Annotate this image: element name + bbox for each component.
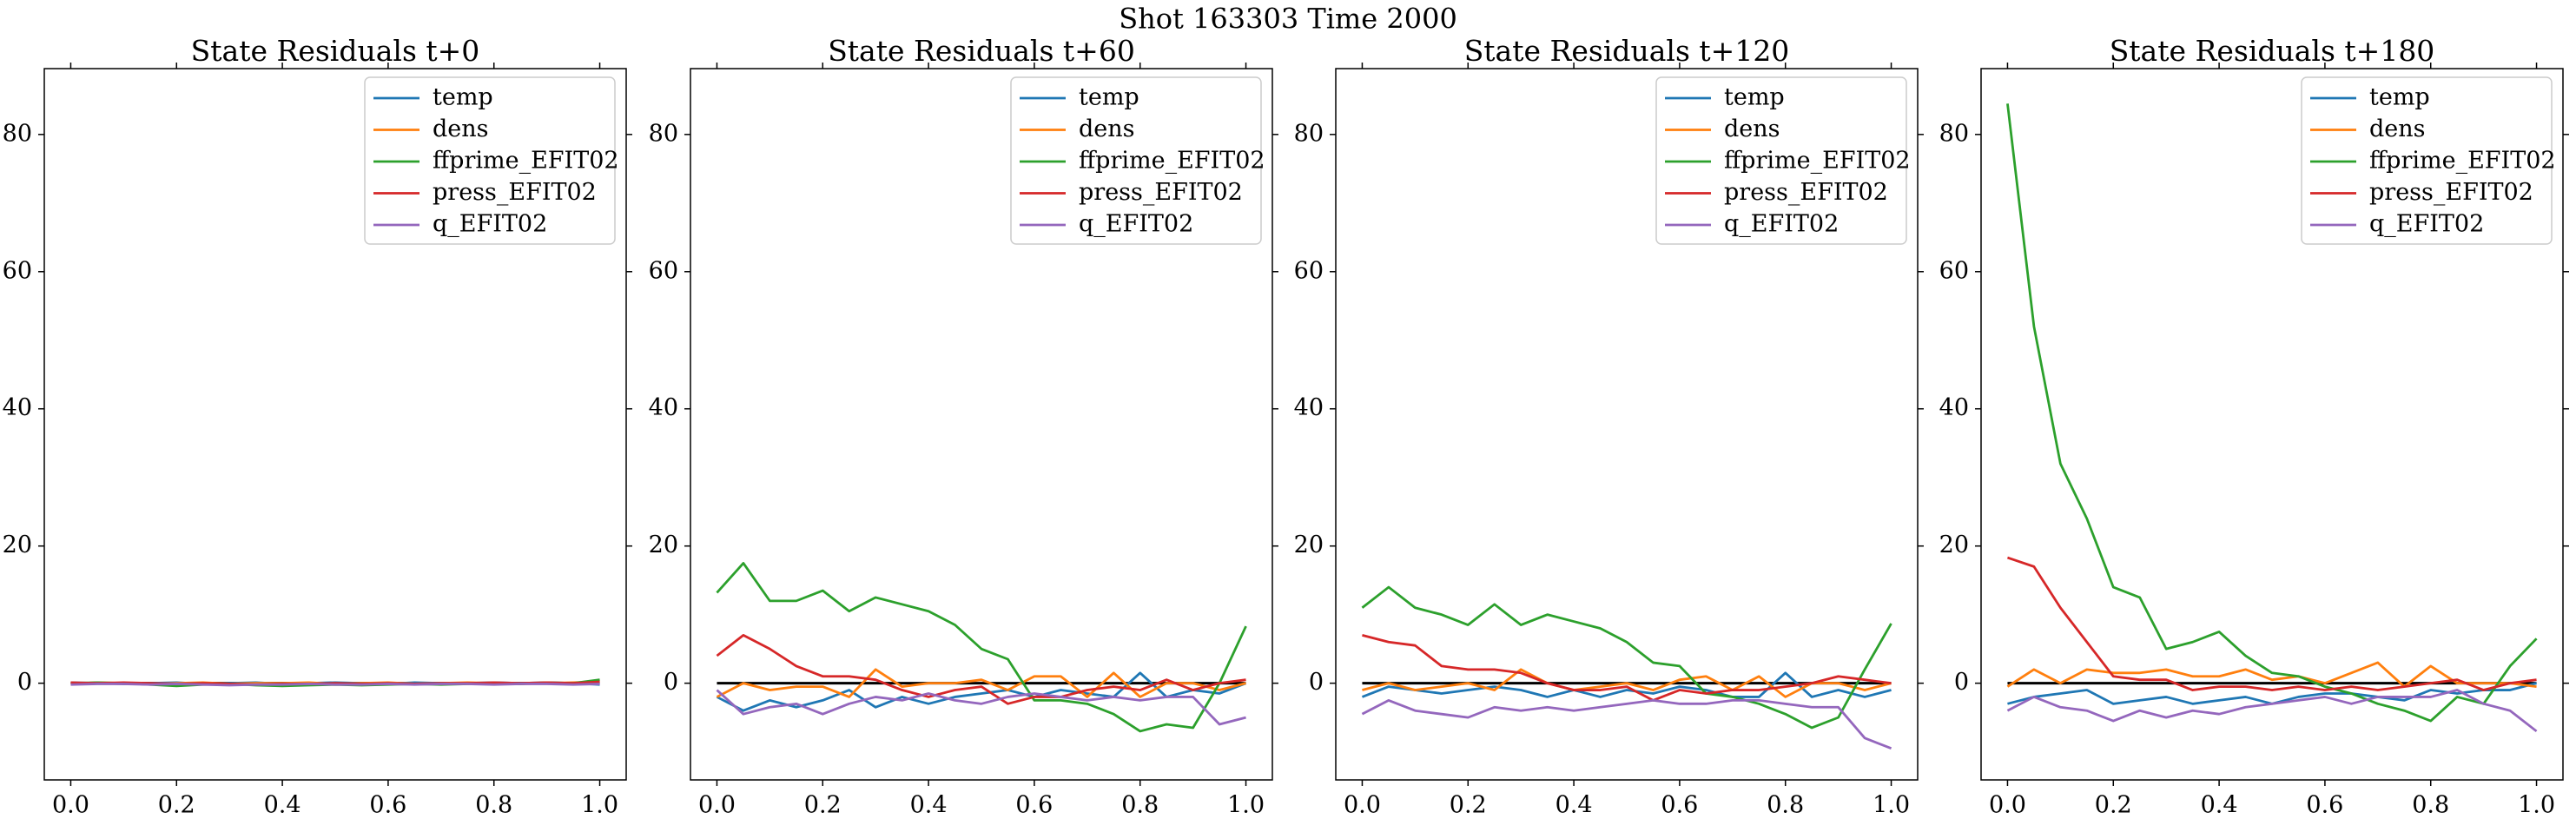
legend-label: temp [2369, 84, 2430, 111]
series-line [716, 689, 1246, 726]
subplot-title: State Residuals t+60 [828, 34, 1135, 68]
series-line [70, 683, 600, 687]
y-tick-label: 80 [1939, 120, 1969, 147]
x-tick-label: 0.2 [158, 792, 195, 819]
legend-label: ffprime_EFIT02 [2369, 148, 2556, 175]
y-tick-label: 0 [1309, 669, 1324, 696]
legend-box [1010, 76, 1262, 245]
legend-box [1655, 76, 1907, 245]
x-tick-label: 0.2 [1450, 792, 1487, 819]
series-line [2006, 661, 2537, 688]
subplot-title: State Residuals t+120 [1464, 34, 1790, 68]
series-line [716, 668, 1246, 698]
legend-label: ffprime_EFIT02 [433, 148, 619, 175]
series-line [2007, 682, 2537, 705]
x-tick-label: 0.4 [264, 792, 301, 819]
y-tick-label: 0 [17, 669, 32, 696]
x-tick-label: 1.0 [1873, 792, 1910, 819]
legend: temp dens ffprime_EFIT02 press_EFIT02 q_EFIT… [364, 76, 619, 245]
subplot-title: State Residuals t+180 [2110, 34, 2435, 68]
axes-frame [1335, 68, 1919, 781]
y-tick-label: 20 [3, 532, 32, 558]
axes-frame [1980, 68, 2564, 781]
y-tick-label: 40 [1939, 394, 1969, 421]
legend-label: press_EFIT02 [1079, 179, 1243, 206]
legend-label: temp [1724, 84, 1785, 111]
legend-label: q_EFIT02 [2369, 211, 2484, 238]
series-line [716, 633, 1246, 705]
y-tick-label: 80 [3, 120, 32, 147]
x-tick-label: 1.0 [1227, 792, 1265, 819]
axes-frame [690, 68, 1273, 781]
subplot-title: State Residuals t+0 [191, 34, 480, 68]
series-line [716, 562, 1247, 733]
y-tick-label: 60 [3, 257, 32, 284]
legend-label: dens [1724, 116, 1780, 142]
x-tick-label: 0.6 [1661, 792, 1698, 819]
x-tick-label: 0.8 [475, 792, 512, 819]
legend-box [2301, 76, 2553, 245]
x-tick-label: 0.8 [1767, 792, 1804, 819]
legend-label: ffprime_EFIT02 [1079, 148, 1265, 175]
x-tick-label: 1.0 [2518, 792, 2555, 819]
x-tick-label: 0.8 [2412, 792, 2449, 819]
legend-label: dens [433, 116, 489, 142]
legend-label: press_EFIT02 [1724, 179, 1888, 206]
legend-box [364, 76, 616, 245]
series-line [1361, 698, 1892, 750]
x-tick-label: 0.0 [1344, 792, 1381, 819]
y-tick-label: 0 [664, 669, 678, 696]
y-tick-label: 80 [1294, 120, 1324, 147]
series-line [2006, 103, 2538, 723]
y-tick-label: 60 [1294, 257, 1324, 284]
legend-label: press_EFIT02 [433, 179, 597, 206]
legend-label: q_EFIT02 [1079, 211, 1193, 238]
y-tick-label: 40 [649, 394, 678, 421]
y-tick-label: 0 [1954, 669, 1969, 696]
legend-label: q_EFIT02 [433, 211, 547, 238]
legend-label: temp [1079, 84, 1139, 111]
y-tick-label: 40 [3, 394, 32, 421]
legend-label: dens [1079, 116, 1135, 142]
series-line [2006, 689, 2538, 733]
legend: temp dens ffprime_EFIT02 press_EFIT02 q_EFIT… [2301, 76, 2556, 245]
legend: temp dens ffprime_EFIT02 press_EFIT02 q_EFIT… [1655, 76, 1911, 245]
figure-title: Shot 163303 Time 2000 [1119, 3, 1457, 36]
x-tick-label: 0.4 [910, 792, 948, 819]
legend-label: ffprime_EFIT02 [1724, 148, 1911, 175]
x-tick-label: 0.0 [52, 792, 89, 819]
y-tick-label: 60 [1939, 257, 1969, 284]
series-line [1362, 668, 1892, 698]
series-line [2007, 556, 2537, 691]
axes-frame [43, 68, 627, 781]
y-tick-label: 40 [1294, 394, 1324, 421]
y-tick-label: 80 [649, 120, 678, 147]
legend: temp dens ffprime_EFIT02 press_EFIT02 q_EFIT… [1010, 76, 1265, 245]
x-tick-label: 0.0 [698, 792, 736, 819]
x-tick-label: 0.6 [369, 792, 406, 819]
y-tick-label: 60 [649, 257, 678, 284]
x-tick-label: 0.0 [1989, 792, 2026, 819]
legend-label: dens [2369, 116, 2426, 142]
x-tick-label: 0.2 [804, 792, 842, 819]
x-tick-label: 0.6 [2306, 792, 2343, 819]
x-tick-label: 0.4 [2201, 792, 2238, 819]
legend-label: press_EFIT02 [2369, 179, 2533, 206]
legend-label: q_EFIT02 [1724, 211, 1839, 238]
x-tick-label: 0.8 [1121, 792, 1159, 819]
y-tick-label: 20 [1294, 532, 1324, 558]
series-line [1362, 634, 1892, 702]
x-tick-label: 0.6 [1015, 792, 1053, 819]
x-tick-label: 0.2 [2095, 792, 2132, 819]
y-tick-label: 20 [649, 532, 678, 558]
x-tick-label: 1.0 [581, 792, 618, 819]
series-line [1361, 671, 1892, 698]
x-tick-label: 0.4 [1556, 792, 1593, 819]
y-tick-label: 20 [1939, 532, 1969, 558]
series-line [1361, 585, 1892, 730]
legend-label: temp [433, 84, 493, 111]
